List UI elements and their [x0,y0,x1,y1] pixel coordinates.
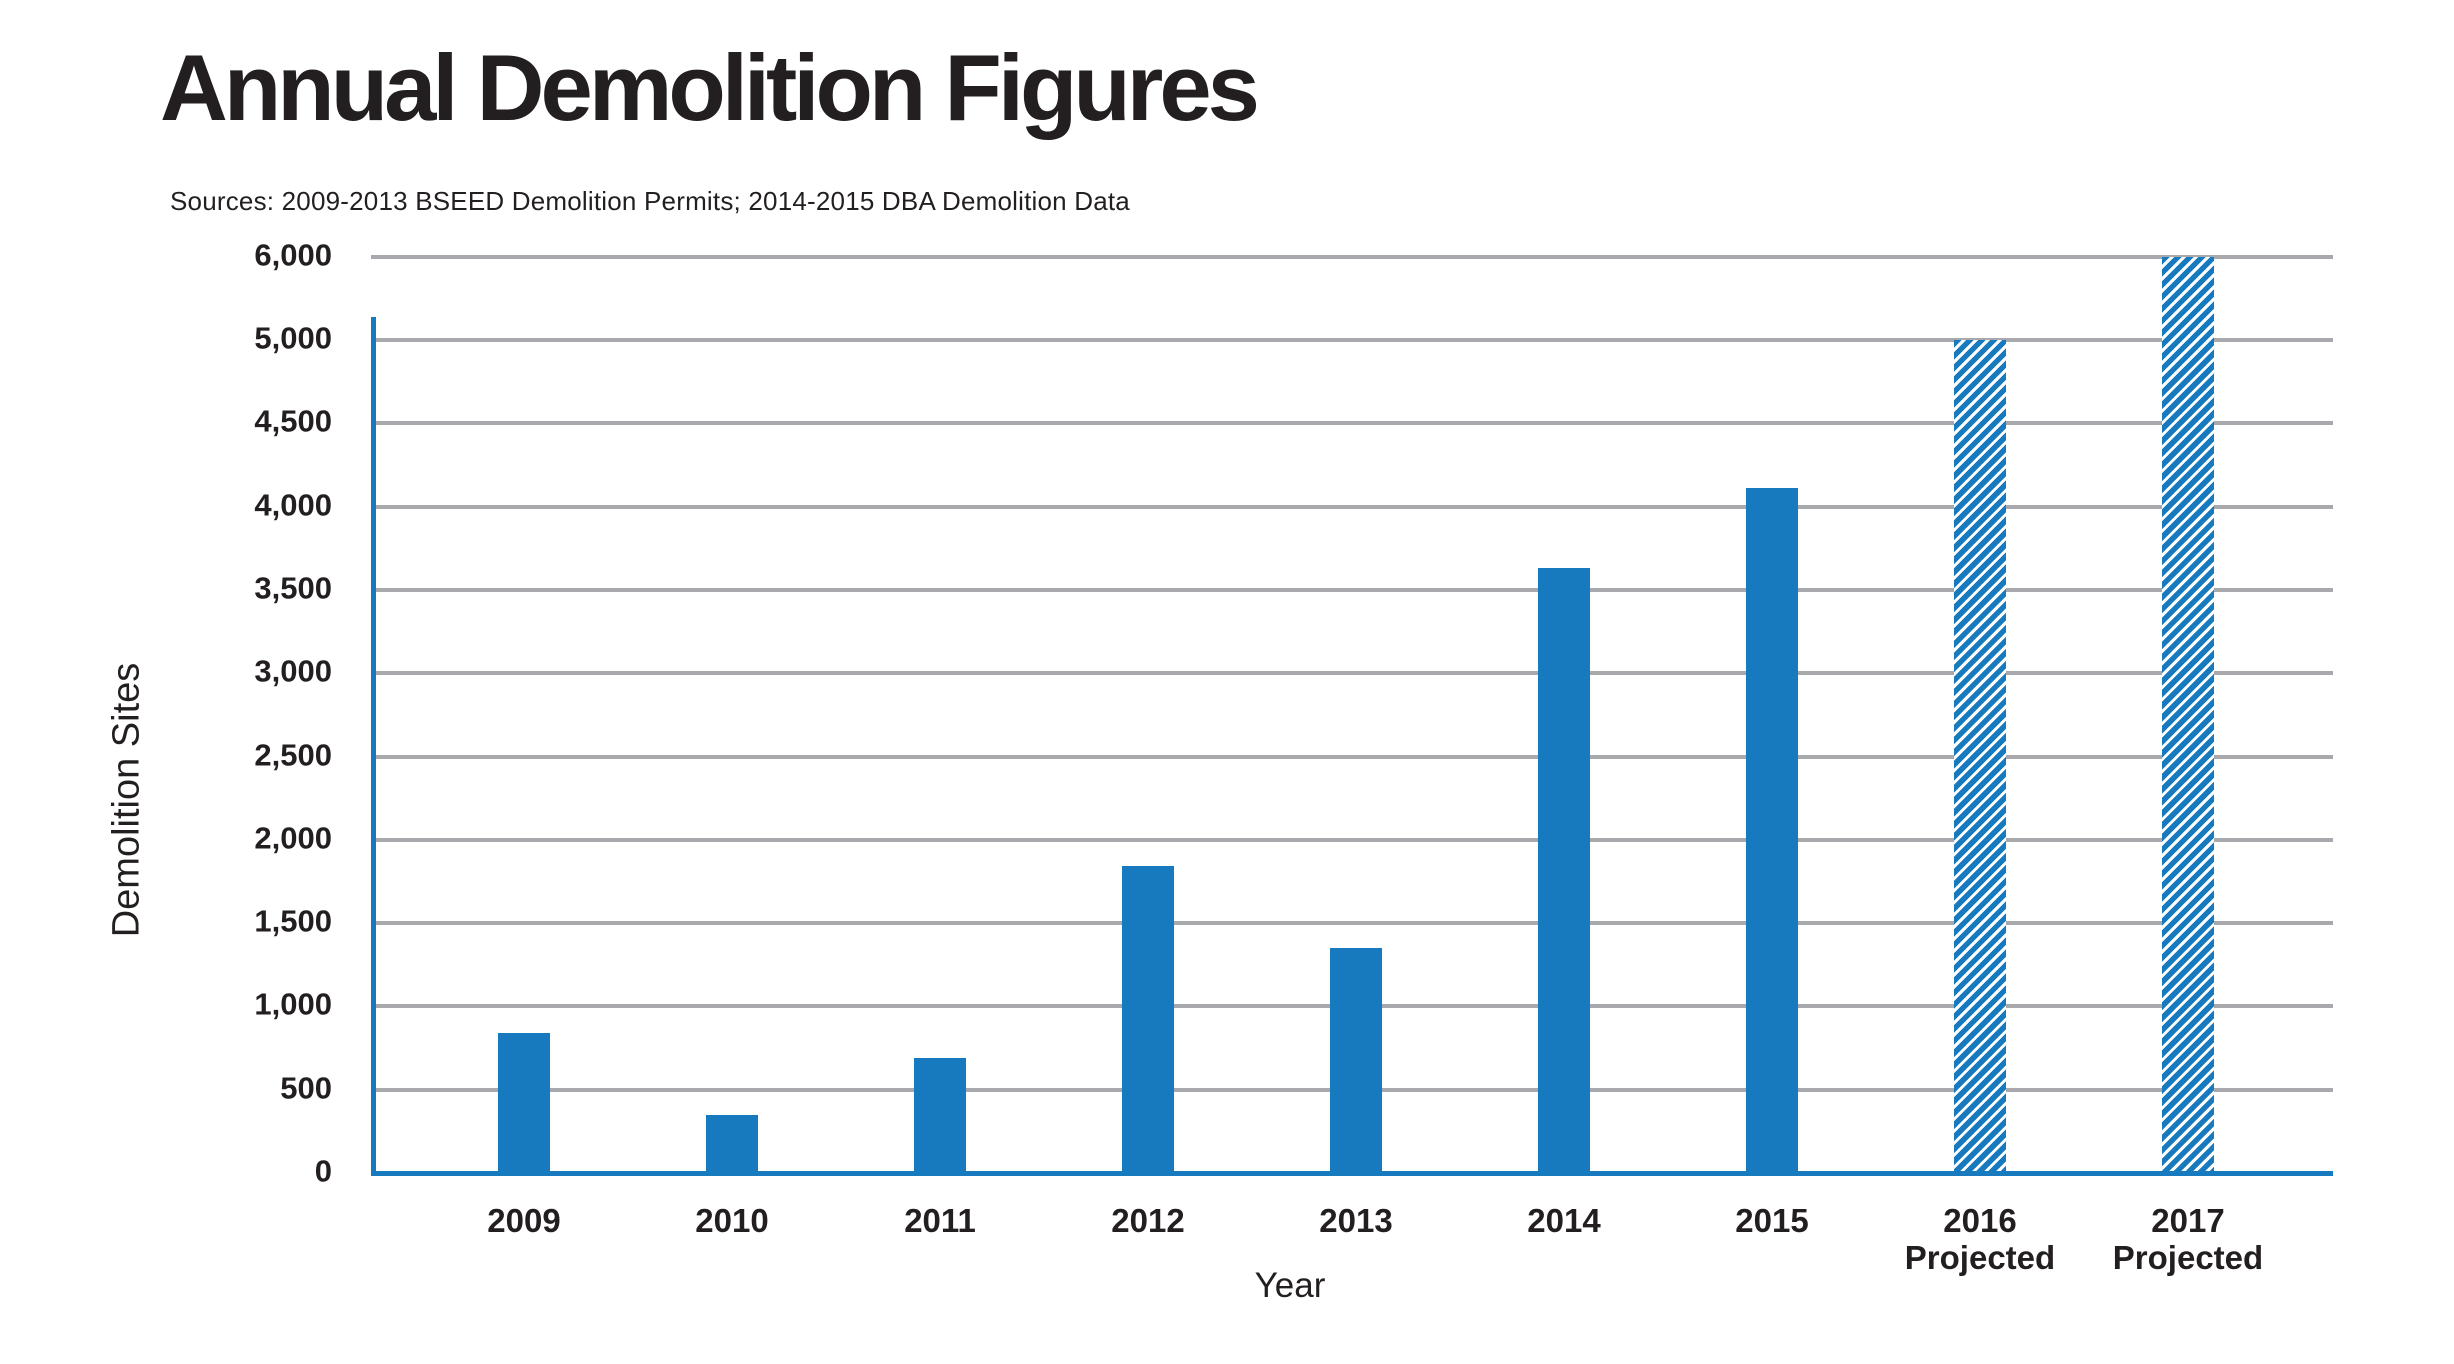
y-tick-label-3000: 3,000 [254,653,332,689]
bar-2009 [498,1033,550,1173]
bar-2014 [1538,568,1590,1173]
bar-2016-projected [1954,340,2006,1173]
gridline-3500 [371,587,2333,592]
x-tick-label-2011: 2011 [820,1202,1060,1239]
x-tick-label-2010: 2010 [612,1202,852,1239]
chart-title: Annual Demolition Figures [160,35,1260,140]
x-axis-line [371,1171,2333,1176]
y-tick-label-0: 0 [314,1153,332,1189]
x-tick-label-2015: 2015 [1652,1202,1892,1239]
x-tick-year: 2012 [1111,1202,1185,1239]
x-tick-label-2012: 2012 [1028,1202,1268,1239]
x-tick-year: 2015 [1735,1202,1809,1239]
x-tick-label-2013: 2013 [1236,1202,1476,1239]
gridline-4500 [371,421,2333,426]
x-tick-year: 2011 [904,1202,976,1239]
gridline-1500 [371,921,2333,926]
y-axis-line [371,317,376,1176]
y-axis-title: Demolition Sites [105,662,148,938]
y-tick-label-6000: 6,000 [254,237,332,273]
x-tick-year: 2013 [1319,1202,1393,1239]
bar-2013 [1330,948,1382,1173]
x-tick-year: 2016 [1943,1202,2017,1239]
x-tick-label-2014: 2014 [1444,1202,1684,1239]
gridline-6000 [371,254,2333,259]
x-axis-title: Year [1254,1266,1326,1305]
y-tick-label-5000: 5,000 [254,320,332,356]
x-tick-sublabel: Projected [2112,1239,2264,1276]
x-tick-label-2016: 2016 Projected [1860,1202,2100,1276]
y-tick-label-2000: 2,000 [254,820,332,856]
bar-2017-projected [2162,256,2214,1173]
x-tick-year: 2009 [487,1202,561,1239]
y-tick-label-500: 500 [280,1070,332,1106]
gridline-2000 [371,837,2333,842]
x-tick-label-2009: 2009 [404,1202,644,1239]
x-tick-year: 2010 [695,1202,769,1239]
bar-2010 [706,1114,758,1173]
y-tick-label-4500: 4,500 [254,403,332,439]
y-tick-label-1000: 1,000 [254,986,332,1022]
y-tick-label-1500: 1,500 [254,903,332,939]
bar-2011 [914,1058,966,1173]
x-tick-sublabel: Projected [1904,1239,2056,1276]
gridline-2500 [371,754,2333,759]
bar-2015 [1746,488,1798,1173]
x-tick-year: 2014 [1527,1202,1601,1239]
y-tick-label-3500: 3,500 [254,570,332,606]
x-tick-label-2017: 2017 Projected [2068,1202,2308,1276]
x-tick-year: 2017 [2151,1202,2225,1239]
bar-2012 [1122,865,1174,1173]
y-tick-label-2500: 2,500 [254,737,332,773]
gridline-3000 [371,671,2333,676]
source-note: Sources: 2009-2013 BSEED Demolition Perm… [170,186,1130,216]
gridline-5000 [371,338,2333,342]
y-tick-label-4000: 4,000 [254,487,332,523]
gridline-4000 [371,504,2333,509]
